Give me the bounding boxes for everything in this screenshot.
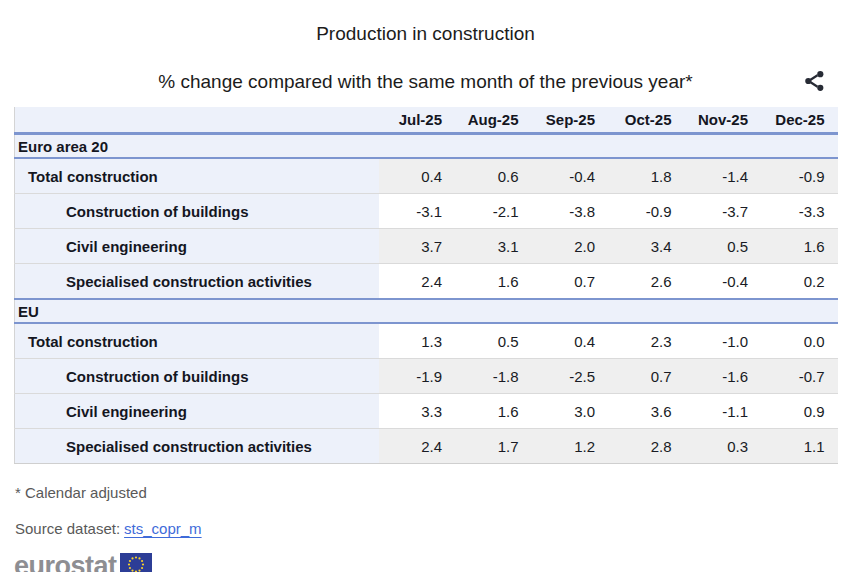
value-cell: 0.5 (685, 229, 762, 264)
value-cell: 2.4 (379, 429, 456, 464)
value-cell: 1.2 (532, 429, 609, 464)
value-cell: 0.7 (532, 264, 609, 300)
source-label: Source dataset: (15, 520, 120, 537)
eurostat-logo-text: eurostat (14, 553, 117, 572)
value-cell: -0.4 (685, 264, 762, 300)
value-cell: -0.4 (532, 158, 609, 194)
subtitle-row: % change compared with the same month of… (0, 71, 851, 93)
eurostat-logo: eurostat (14, 553, 851, 572)
row-label: Total construction (15, 158, 379, 194)
page-title: Production in construction (0, 0, 851, 45)
row-label: Civil engineering (15, 394, 379, 429)
value-cell: -1.1 (685, 394, 762, 429)
row-label: Civil engineering (15, 229, 379, 264)
group-label: Euro area 20 (15, 134, 838, 159)
value-cell: 3.0 (532, 394, 609, 429)
value-cell: 0.7 (608, 359, 685, 394)
value-cell: -3.3 (761, 194, 838, 229)
column-header-dec: Dec-25 (761, 107, 838, 134)
value-cell: 0.2 (761, 264, 838, 300)
column-header-sep: Sep-25 (532, 107, 609, 134)
value-cell: 2.0 (532, 229, 609, 264)
data-table: Jul-25 Aug-25 Sep-25 Oct-25 Nov-25 Dec-2… (14, 107, 838, 464)
group-header-euro-area-20: Euro area 20 (15, 134, 838, 159)
value-cell: 1.7 (455, 429, 532, 464)
footnote: * Calendar adjusted (15, 484, 851, 501)
value-cell: 0.4 (379, 158, 456, 194)
value-cell: -1.0 (685, 323, 762, 359)
column-header-row: Jul-25 Aug-25 Sep-25 Oct-25 Nov-25 Dec-2… (15, 107, 838, 134)
value-cell: 3.4 (608, 229, 685, 264)
value-cell: 1.1 (761, 429, 838, 464)
table-row: Civil engineering 3.7 3.1 2.0 3.4 0.5 1.… (15, 229, 838, 264)
value-cell: -3.8 (532, 194, 609, 229)
value-cell: 3.7 (379, 229, 456, 264)
value-cell: -0.7 (761, 359, 838, 394)
table-row: Total construction 1.3 0.5 0.4 2.3 -1.0 … (15, 323, 838, 359)
value-cell: -2.1 (455, 194, 532, 229)
value-cell: -0.9 (761, 158, 838, 194)
row-label: Construction of buildings (15, 194, 379, 229)
value-cell: -1.8 (455, 359, 532, 394)
production-in-construction-widget: Production in construction % change comp… (0, 0, 851, 572)
row-label: Construction of buildings (15, 359, 379, 394)
value-cell: 1.3 (379, 323, 456, 359)
value-cell: 0.0 (761, 323, 838, 359)
table-row: Specialised construction activities 2.4 … (15, 429, 838, 464)
value-cell: 0.4 (532, 323, 609, 359)
row-label-column-header (15, 107, 379, 134)
column-header-jul: Jul-25 (379, 107, 456, 134)
row-label: Total construction (15, 323, 379, 359)
table-row: Civil engineering 3.3 1.6 3.0 3.6 -1.1 0… (15, 394, 838, 429)
source-line: Source dataset:sts_copr_m (15, 520, 851, 537)
table-row: Specialised construction activities 2.4 … (15, 264, 838, 300)
value-cell: -1.9 (379, 359, 456, 394)
value-cell: 1.6 (455, 264, 532, 300)
column-header-aug: Aug-25 (455, 107, 532, 134)
column-header-nov: Nov-25 (685, 107, 762, 134)
value-cell: 0.6 (455, 158, 532, 194)
value-cell: 1.8 (608, 158, 685, 194)
value-cell: 3.3 (379, 394, 456, 429)
value-cell: -3.1 (379, 194, 456, 229)
group-label: EU (15, 299, 838, 323)
value-cell: 0.9 (761, 394, 838, 429)
value-cell: -0.9 (608, 194, 685, 229)
table-row: Construction of buildings -3.1 -2.1 -3.8… (15, 194, 838, 229)
group-header-eu: EU (15, 299, 838, 323)
column-header-oct: Oct-25 (608, 107, 685, 134)
row-label: Specialised construction activities (15, 264, 379, 300)
table-row: Total construction 0.4 0.6 -0.4 1.8 -1.4… (15, 158, 838, 194)
row-label: Specialised construction activities (15, 429, 379, 464)
value-cell: 2.3 (608, 323, 685, 359)
table-row: Construction of buildings -1.9 -1.8 -2.5… (15, 359, 838, 394)
value-cell: 1.6 (761, 229, 838, 264)
value-cell: -2.5 (532, 359, 609, 394)
source-dataset-link[interactable]: sts_copr_m (124, 520, 202, 537)
value-cell: 1.6 (455, 394, 532, 429)
value-cell: 2.4 (379, 264, 456, 300)
value-cell: 2.8 (608, 429, 685, 464)
page-subtitle: % change compared with the same month of… (158, 71, 692, 93)
value-cell: 2.6 (608, 264, 685, 300)
eu-flag-icon (120, 553, 152, 572)
value-cell: 3.6 (608, 394, 685, 429)
value-cell: -1.4 (685, 158, 762, 194)
value-cell: -3.7 (685, 194, 762, 229)
value-cell: -1.6 (685, 359, 762, 394)
value-cell: 0.3 (685, 429, 762, 464)
value-cell: 3.1 (455, 229, 532, 264)
value-cell: 0.5 (455, 323, 532, 359)
share-icon[interactable] (803, 69, 827, 93)
